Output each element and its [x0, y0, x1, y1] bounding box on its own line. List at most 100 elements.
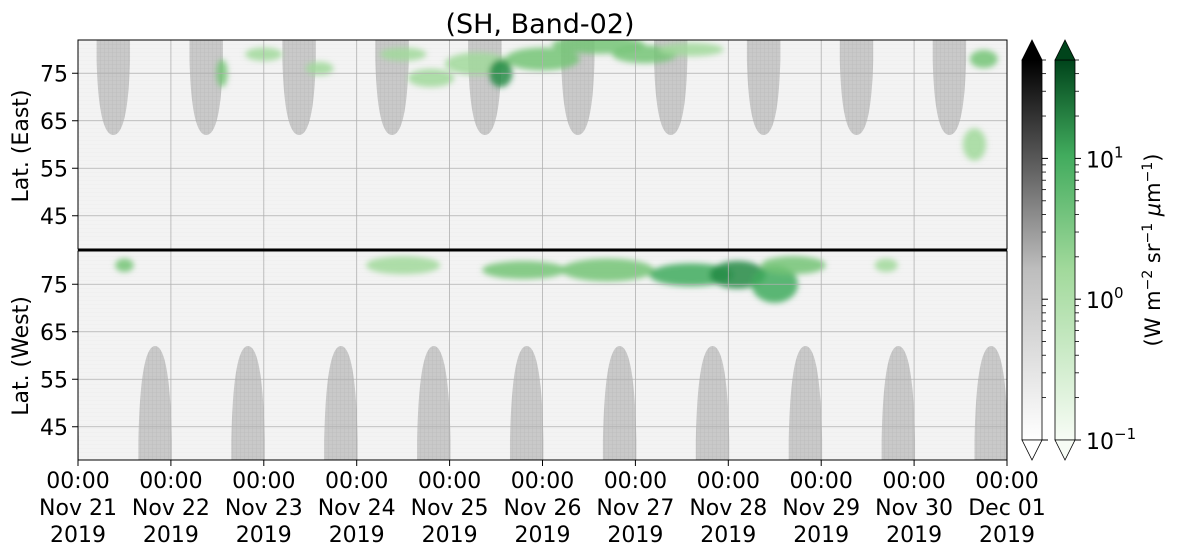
colorbar-greys-bottom-arrow: [1021, 439, 1043, 461]
x-tick-label: 2019: [422, 523, 478, 548]
x-tick-label: 2019: [793, 523, 849, 548]
colorbar-tick-exponent: 1: [1114, 143, 1124, 161]
east-daylight-mask: [189, 40, 223, 135]
east-daylight-mask: [653, 40, 688, 135]
x-tick-label: 2019: [143, 523, 199, 548]
x-tick-label: Nov 29: [782, 496, 860, 521]
west-aurora-patches: [115, 256, 898, 303]
aurora-patch: [874, 258, 898, 272]
west-daylight-mask: [695, 346, 730, 460]
aurora-patch: [658, 42, 724, 57]
colorbar-label: (W m−2 sr−1 μm−1): [1140, 154, 1165, 347]
west-daylight-mask: [231, 346, 265, 460]
x-tick-label: Nov 25: [411, 496, 489, 521]
x-tick-label: 00:00: [511, 469, 574, 494]
east-daylight-mask: [932, 40, 967, 135]
x-tick-label: Nov 27: [596, 496, 674, 521]
x-tick-label: 2019: [329, 523, 385, 548]
west-daylight-mask: [881, 346, 916, 460]
x-tick-label: Nov 21: [39, 496, 117, 521]
east-y-tick-label: 65: [40, 110, 68, 135]
west-daylight-mask: [138, 346, 172, 460]
west-y-ticks: 75 65 55 45: [40, 273, 78, 441]
west-y-tick-label: 75: [40, 273, 68, 298]
aurora-patch: [709, 260, 766, 289]
aurora-patch: [962, 128, 987, 161]
colorbar-tick-label: 100: [1086, 284, 1124, 314]
x-tick-label: Nov 24: [318, 496, 396, 521]
east-ylabel: Lat. (East): [9, 90, 34, 203]
west-daylight-mask: [417, 346, 451, 460]
x-tick-label: 00:00: [975, 469, 1038, 494]
colorbar-greens-bottom-arrow: [1054, 439, 1076, 461]
aurora-patch: [407, 68, 455, 88]
panel-west: [77, 250, 1008, 461]
east-y-tick-label: 75: [40, 62, 68, 87]
east-grid: [78, 40, 1007, 249]
x-tick-label: 00:00: [232, 469, 295, 494]
colorbar-tick-base: 10: [1086, 430, 1114, 455]
x-tick-label: 00:00: [604, 469, 667, 494]
x-tick-label: 00:00: [418, 469, 481, 494]
aurora-patch: [969, 49, 998, 69]
aurora-patch: [561, 258, 654, 282]
west-daylight-mask: [602, 346, 637, 460]
x-tick-label: Nov 22: [132, 496, 210, 521]
colorbar-tick-exponent: −1: [1114, 425, 1136, 443]
chart-title: (SH, Band-02): [445, 9, 634, 40]
x-tick-label: 2019: [607, 523, 663, 548]
east-daylight-mask: [96, 40, 131, 135]
x-tick-label: 2019: [236, 523, 292, 548]
x-tick-label: 2019: [979, 523, 1035, 548]
panel-east-frame: [77, 39, 1008, 250]
colorbar-greys-top-arrow: [1021, 39, 1043, 61]
west-daylight-mask: [78, 413, 79, 460]
west-daylight-mask: [974, 346, 1007, 460]
aurora-patch: [365, 256, 441, 275]
west-daylight-mask: [509, 346, 544, 460]
x-tick-label: 00:00: [789, 469, 852, 494]
aurora-patch: [115, 258, 134, 272]
east-daylight-mask: [839, 40, 874, 135]
colorbar-tick-label: 10−1: [1086, 425, 1136, 455]
x-tick-label: 2019: [50, 523, 106, 548]
colorbar-greys-body: [1021, 59, 1043, 441]
aurora-patch: [305, 61, 334, 76]
west-ylabel: Lat. (West): [9, 296, 34, 416]
aurora-patch: [379, 47, 427, 61]
east-daylight-mask: [282, 40, 316, 135]
colorbar-greys: [1021, 39, 1043, 461]
west-daylight-mask: [324, 346, 358, 460]
x-tick-label: 00:00: [139, 469, 202, 494]
west-grid: [78, 251, 1007, 460]
aurora-patch: [649, 263, 733, 287]
x-tick-label: Nov 30: [875, 496, 953, 521]
colorbar-tick-base: 10: [1086, 289, 1114, 314]
colorbar-greens-body: [1054, 59, 1076, 441]
east-aurora-patches: [216, 40, 998, 161]
colorbar-greens-top-arrow: [1054, 39, 1076, 61]
x-tick-label: 2019: [515, 523, 571, 548]
x-tick-label: Nov 28: [689, 496, 767, 521]
x-tick-label: Nov 26: [504, 496, 582, 521]
west-y-tick-label: 65: [40, 321, 68, 346]
east-y-ticks: 45 55 65 75: [40, 62, 78, 230]
x-tick-label: 00:00: [697, 469, 760, 494]
east-y-tick-label: 45: [40, 205, 68, 230]
x-tick-label: 00:00: [325, 469, 388, 494]
west-daylight-mask: [788, 346, 823, 460]
colorbar-greens: [1054, 39, 1076, 461]
x-tick-label: 00:00: [882, 469, 945, 494]
east-daylight-mask: [746, 40, 781, 135]
x-tick-label: 00:00: [46, 469, 109, 494]
x-tick-label: 2019: [700, 523, 756, 548]
east-y-tick-label: 55: [40, 157, 68, 182]
west-daylight-masks: [78, 346, 1007, 460]
x-tick-label: Nov 23: [225, 496, 303, 521]
west-y-tick-label: 45: [40, 416, 68, 441]
aurora-patch: [760, 256, 826, 275]
east-daylight-mask: [375, 40, 409, 135]
x-tick-label: 2019: [886, 523, 942, 548]
